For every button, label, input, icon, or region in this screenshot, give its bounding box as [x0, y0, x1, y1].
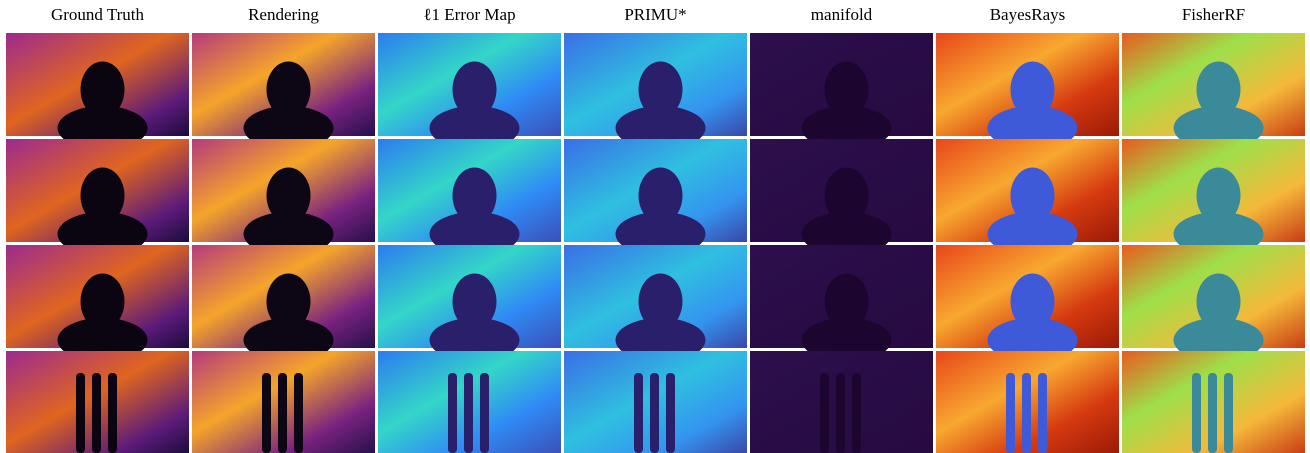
silhouette: [1011, 62, 1055, 118]
silhouette: [1208, 373, 1217, 453]
image-grid: [6, 33, 1305, 453]
silhouette: [448, 373, 457, 453]
silhouette: [92, 373, 101, 453]
silhouette: [836, 373, 845, 453]
silhouette: [453, 274, 497, 330]
silhouette: [262, 373, 271, 453]
silhouette: [453, 62, 497, 118]
silhouette: [1197, 168, 1241, 224]
silhouette: [267, 62, 311, 118]
silhouette: [81, 274, 125, 330]
silhouette: [1197, 274, 1241, 330]
column-header: ℓ1 Error Map: [423, 5, 515, 24]
silhouette: [267, 274, 311, 330]
silhouette: [1224, 373, 1233, 453]
silhouette: [81, 62, 125, 118]
silhouette: [1011, 168, 1055, 224]
silhouette: [820, 373, 829, 453]
silhouette: [639, 274, 683, 330]
silhouette: [666, 373, 675, 453]
silhouette: [1197, 62, 1241, 118]
silhouette: [650, 373, 659, 453]
figure: Ground Truth Rendering ℓ1 Error Map PRIMU* m…: [0, 0, 1310, 453]
silhouette: [639, 62, 683, 118]
silhouette: [634, 373, 643, 453]
silhouette: [825, 62, 869, 118]
silhouette: [1192, 373, 1201, 453]
silhouette: [1038, 373, 1047, 453]
silhouette: [294, 373, 303, 453]
column-header: Ground Truth: [51, 5, 145, 24]
silhouette: [76, 373, 85, 453]
column-header: Rendering: [248, 5, 319, 24]
column-header: FisherRF: [1182, 5, 1245, 24]
silhouette: [1011, 274, 1055, 330]
column-header: manifold: [811, 5, 873, 24]
column-header: BayesRays: [990, 5, 1066, 24]
silhouette: [267, 168, 311, 224]
silhouette: [825, 274, 869, 330]
silhouette: [81, 168, 125, 224]
silhouette: [825, 168, 869, 224]
silhouette: [1006, 373, 1015, 453]
silhouette: [639, 168, 683, 224]
column-header: PRIMU*: [624, 5, 686, 24]
silhouette: [464, 373, 473, 453]
silhouette: [480, 373, 489, 453]
silhouette: [852, 373, 861, 453]
silhouette: [108, 373, 117, 453]
silhouette: [1022, 373, 1031, 453]
silhouette: [453, 168, 497, 224]
column-headers: Ground Truth Rendering ℓ1 Error Map PRIMU* m…: [51, 5, 1245, 24]
silhouette: [278, 373, 287, 453]
